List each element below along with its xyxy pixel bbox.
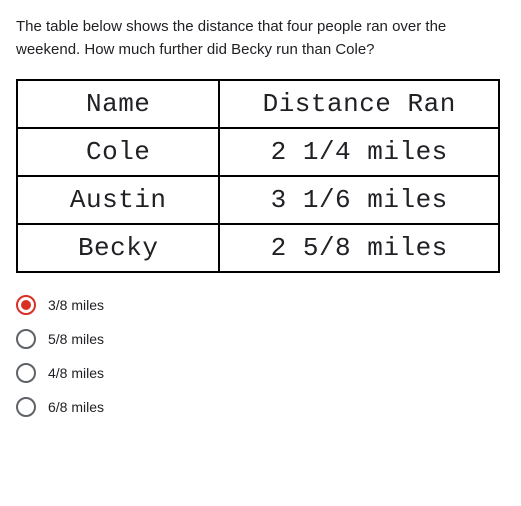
cell-distance: 2 1/4 miles: [219, 128, 499, 176]
table-row: Cole 2 1/4 miles: [17, 128, 499, 176]
option-2[interactable]: 4/8 miles: [16, 363, 505, 383]
data-table: Name Distance Ran Cole 2 1/4 miles Austi…: [16, 79, 500, 273]
radio-icon: [16, 329, 36, 349]
cell-name: Becky: [17, 224, 219, 272]
table-header-row: Name Distance Ran: [17, 80, 499, 128]
question-text: The table below shows the distance that …: [16, 16, 505, 61]
option-label: 3/8 miles: [48, 297, 104, 313]
cell-distance: 2 5/8 miles: [219, 224, 499, 272]
options-group: 3/8 miles 5/8 miles 4/8 miles 6/8 miles: [16, 295, 505, 417]
option-label: 6/8 miles: [48, 399, 104, 415]
header-distance: Distance Ran: [219, 80, 499, 128]
radio-icon: [16, 363, 36, 383]
option-0[interactable]: 3/8 miles: [16, 295, 505, 315]
cell-name: Cole: [17, 128, 219, 176]
header-name: Name: [17, 80, 219, 128]
option-3[interactable]: 6/8 miles: [16, 397, 505, 417]
radio-icon: [16, 295, 36, 315]
radio-icon: [16, 397, 36, 417]
cell-name: Austin: [17, 176, 219, 224]
option-1[interactable]: 5/8 miles: [16, 329, 505, 349]
table-row: Becky 2 5/8 miles: [17, 224, 499, 272]
cell-distance: 3 1/6 miles: [219, 176, 499, 224]
option-label: 5/8 miles: [48, 331, 104, 347]
table-row: Austin 3 1/6 miles: [17, 176, 499, 224]
option-label: 4/8 miles: [48, 365, 104, 381]
